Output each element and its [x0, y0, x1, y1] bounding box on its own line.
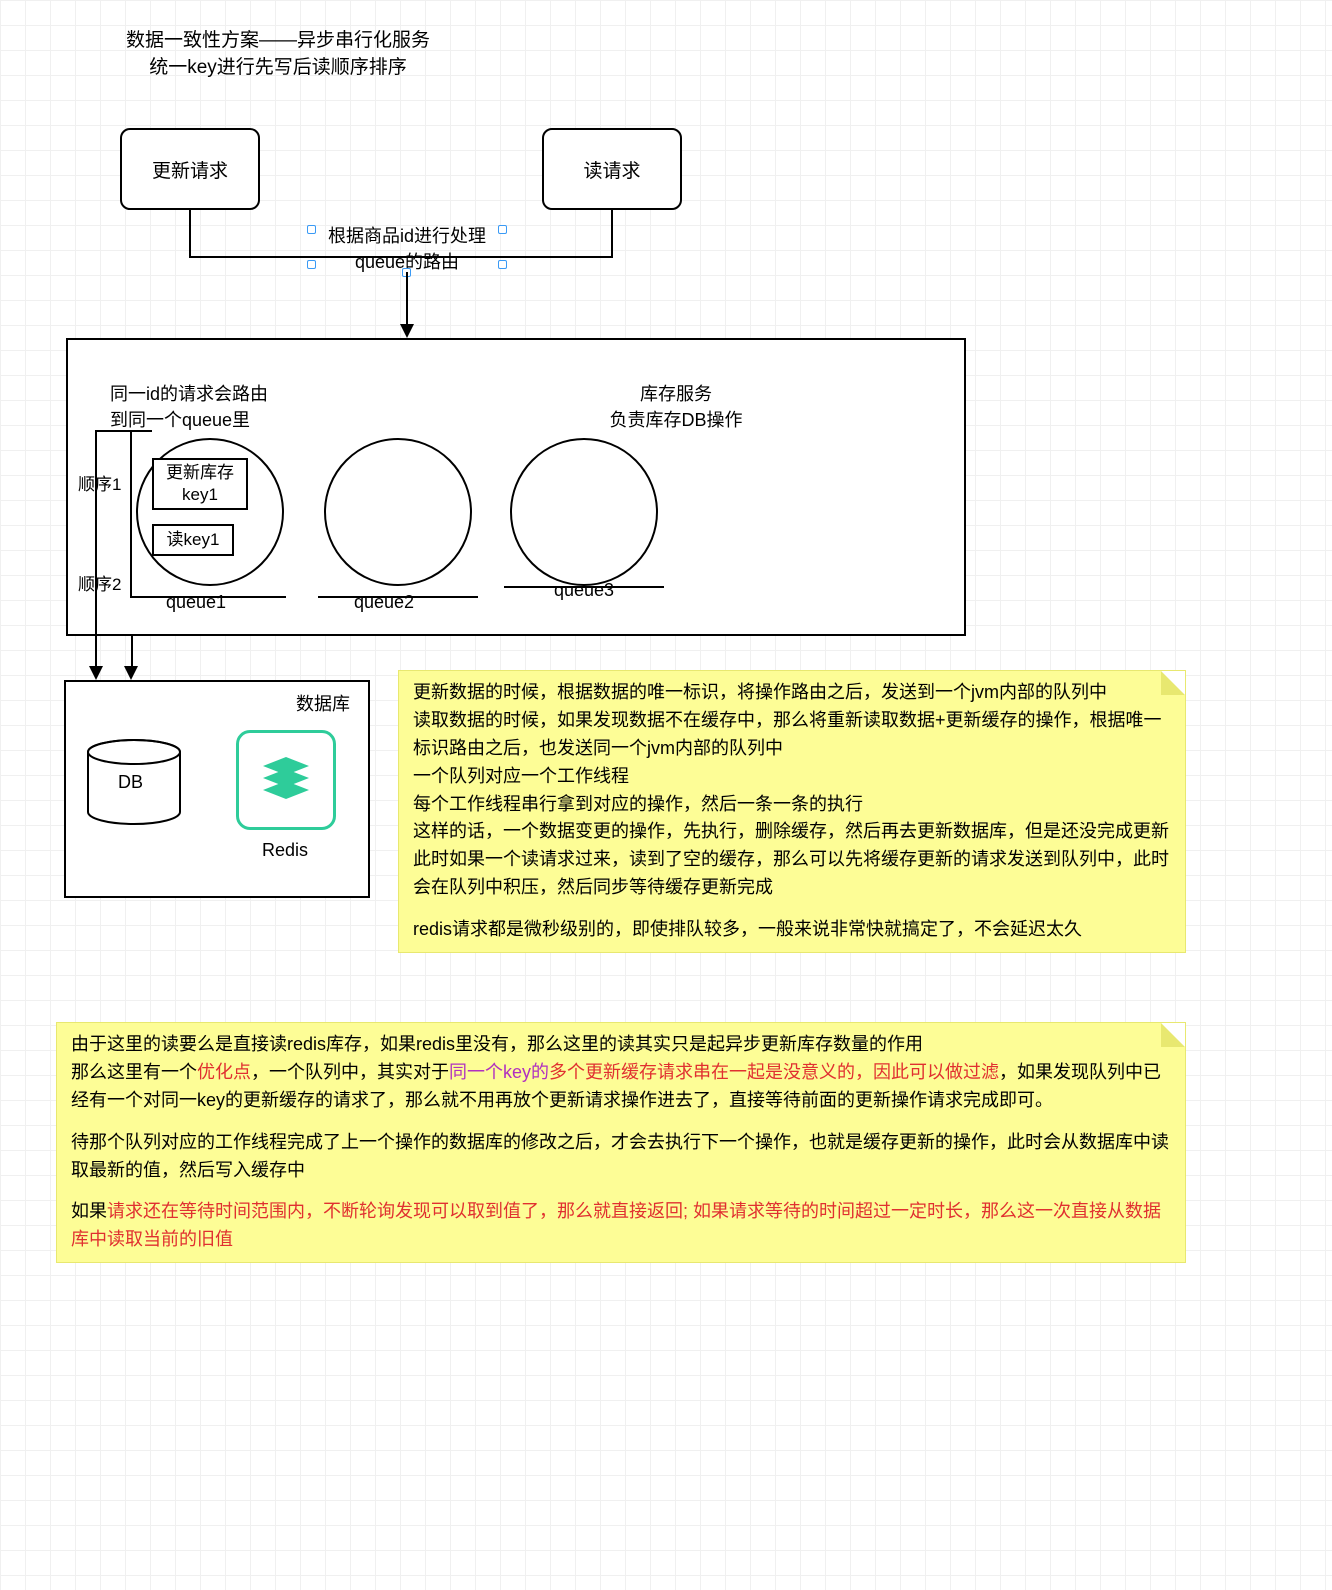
db-label: DB: [118, 772, 143, 793]
redis-box: [236, 730, 336, 830]
service-line2: 负责库存DB操作: [576, 406, 776, 432]
arrowhead-icon: [400, 324, 414, 338]
arrowhead-icon: [89, 666, 103, 680]
update-inventory-label: 更新库存key1: [166, 462, 234, 506]
selection-handle-icon: [307, 260, 316, 269]
note-explanation-2: 由于这里的读要么是直接读redis库存，如果redis里没有，那么这里的读其实只…: [56, 1022, 1186, 1263]
edge: [611, 210, 613, 258]
arrowhead-icon: [124, 666, 138, 680]
note-corner-icon: [1161, 671, 1185, 695]
queue3-label: queue3: [554, 580, 614, 601]
note1-p5: 这样的话，一个数据变更的操作，先执行，删除缓存，然后再去更新数据库，但是还没完成…: [413, 818, 1171, 846]
selection-handle-icon: [307, 225, 316, 234]
update-inventory-box: 更新库存key1: [152, 458, 248, 510]
note1-p2: 读取数据的时候，如果发现数据不在缓存中，那么将重新读取数据+更新缓存的操作，根据…: [413, 707, 1171, 763]
node-update-request: 更新请求: [120, 128, 260, 210]
router-label: 根据商品id进行处理 queue的路由: [312, 222, 502, 274]
note2-p2: 待那个队列对应的工作线程完成了上一个操作的数据库的修改之后，才会去执行下一个操作…: [71, 1129, 1171, 1185]
same-id-line1: 同一id的请求会路由: [110, 380, 330, 406]
edge: [406, 272, 408, 326]
edge: [130, 430, 152, 432]
same-id-label: 同一id的请求会路由 到同一个queue里: [110, 380, 330, 432]
note1-p7: redis请求都是微秒级别的，即使排队较多，一般来说非常快就搞定了，不会延迟太久: [413, 916, 1171, 944]
note1-p3: 一个队列对应一个工作线程: [413, 763, 1171, 791]
selection-handle-icon: [498, 260, 507, 269]
node-update-request-label: 更新请求: [152, 156, 228, 183]
diagram-title: 数据一致性方案——异步串行化服务 统一key进行先写后读顺序排序: [108, 28, 448, 81]
queue3-ellipse: [510, 438, 658, 586]
note1-p4: 每个工作线程串行拿到对应的操作，然后一条一条的执行: [413, 791, 1171, 819]
note2-p3: 如果请求还在等待时间范围内，不断轮询发现可以取到值了，那么就直接返回; 如果请求…: [71, 1198, 1171, 1254]
note1-p1: 更新数据的时候，根据数据的唯一标识，将操作路由之后，发送到一个jvm内部的队列中: [413, 679, 1171, 707]
edge: [189, 256, 613, 258]
node-read-request: 读请求: [542, 128, 682, 210]
edge: [95, 430, 131, 432]
note1-p6: 此时如果一个读请求过来，读到了空的缓存，那么可以先将缓存更新的请求发送到队列中，…: [413, 846, 1171, 902]
queue2-ellipse: [324, 438, 472, 586]
edge: [189, 210, 191, 258]
title-line1: 数据一致性方案——异步串行化服务: [108, 28, 448, 55]
edge: [504, 586, 664, 588]
read-key1-box: 读key1: [152, 524, 234, 556]
redis-label: Redis: [262, 840, 308, 861]
order1-label: 顺序1: [78, 470, 121, 495]
note2-p1: 由于这里的读要么是直接读redis库存，如果redis里没有，那么这里的读其实只…: [71, 1031, 1171, 1115]
read-key1-label: 读key1: [167, 529, 220, 551]
redis-stack-icon: [257, 751, 315, 809]
node-read-request-label: 读请求: [583, 156, 640, 183]
note-explanation-1: 更新数据的时候，根据数据的唯一标识，将操作路由之后，发送到一个jvm内部的队列中…: [398, 670, 1186, 953]
router-label-line1: 根据商品id进行处理: [312, 222, 502, 248]
service-line1: 库存服务: [576, 380, 776, 406]
same-id-line2: 到同一个queue里: [110, 406, 330, 432]
edge: [130, 430, 132, 598]
title-line2: 统一key进行先写后读顺序排序: [108, 55, 448, 82]
order2-label: 顺序2: [78, 570, 121, 595]
edge: [130, 596, 286, 598]
note-corner-icon: [1161, 1023, 1185, 1047]
selection-handle-icon: [498, 225, 507, 234]
database-title: 数据库: [296, 690, 350, 716]
edge: [131, 636, 133, 668]
service-label: 库存服务 负责库存DB操作: [576, 380, 776, 432]
edge: [318, 596, 478, 598]
edge: [95, 430, 97, 670]
